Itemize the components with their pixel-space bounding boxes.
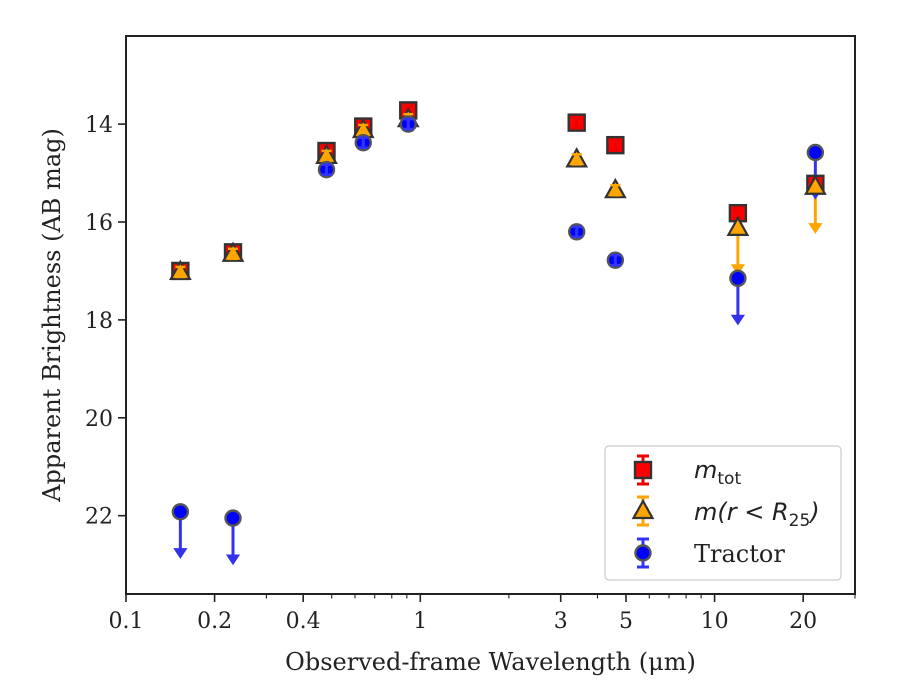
x-tick-label: 10 <box>701 609 729 634</box>
legend-label-mtot-sub: tot <box>717 469 741 489</box>
x-tick-label: 1 <box>413 609 427 634</box>
y-tick-label: 22 <box>85 505 113 530</box>
circle-point <box>806 143 825 162</box>
y-tick-label: 16 <box>85 211 113 236</box>
upper-limit-arrow-head <box>225 554 241 566</box>
legend-triangle-marker <box>631 498 655 520</box>
legend-label-mr25-main: m(r < R <box>694 498 789 526</box>
x-tick-label: 5 <box>619 609 633 634</box>
circle-error-bar <box>358 136 369 149</box>
y-axis-title: Apparent Brightness (AB mag) <box>38 128 66 503</box>
legend-label-mr25-sub: 25 <box>789 511 811 531</box>
circle-point <box>224 509 242 527</box>
legend: mtot m(r < R25) Tractor <box>604 445 842 581</box>
triangle-error-bar <box>610 183 621 197</box>
legend-label-tractor: Tractor <box>694 540 785 568</box>
circle-error-bar <box>403 117 414 131</box>
legend-box <box>604 445 842 581</box>
triangle-point <box>726 215 750 236</box>
triangle-error-bar <box>175 265 186 279</box>
legend-label-mr25-tail: ) <box>808 498 819 526</box>
legend-square-marker <box>633 460 653 480</box>
legend-markers <box>631 454 655 569</box>
x-axis-tick-labels: 0.1 0.2 0.4 1 3 5 10 20 <box>109 609 818 634</box>
legend-label-mtot: mtot <box>694 456 741 489</box>
triangle-error-bar <box>571 153 582 166</box>
plot-area-frame <box>125 35 856 595</box>
legend-circle-marker <box>634 544 652 562</box>
y-tick-label: 20 <box>85 407 113 432</box>
legend-label-mtot-main: m <box>694 456 717 484</box>
upper-limit-arrow-head <box>808 223 823 234</box>
series-triangle-marks <box>168 106 827 281</box>
triangle-point <box>803 174 827 195</box>
circle-error-bar <box>610 253 621 267</box>
circle-point <box>171 503 190 521</box>
x-tick-label: 20 <box>789 609 817 634</box>
x-tick-label: 0.1 <box>109 609 144 634</box>
triangle-error-bar <box>228 247 239 261</box>
legend-label-mr25: m(r < R25) <box>694 498 820 531</box>
upper-limit-arrow-head <box>730 314 746 326</box>
series-circle-marks <box>171 115 825 527</box>
upper-limit-arrow-head <box>730 264 746 275</box>
x-tick-label: 0.4 <box>286 609 321 634</box>
upper-limit-arrow-head <box>173 548 188 559</box>
triangle-error-bar <box>321 149 332 163</box>
y-axis-ticks <box>118 123 126 517</box>
x-axis-ticks <box>125 594 856 602</box>
circle-error-bar <box>571 225 582 239</box>
square-error-bar <box>571 116 582 129</box>
y-axis-tick-labels: 14 16 18 20 22 <box>85 113 113 530</box>
circle-error-bar <box>321 163 332 176</box>
x-axis-title: Observed-frame Wavelength (μm) <box>285 648 696 676</box>
x-tick-label: 0.2 <box>197 609 232 634</box>
series-square-marks <box>171 101 825 281</box>
x-tick-label: 3 <box>554 609 568 634</box>
y-tick-label: 18 <box>85 309 113 334</box>
square-error-bar <box>610 138 621 152</box>
circle-point <box>729 269 747 287</box>
y-tick-label: 14 <box>85 113 113 138</box>
data-marks <box>168 101 827 566</box>
